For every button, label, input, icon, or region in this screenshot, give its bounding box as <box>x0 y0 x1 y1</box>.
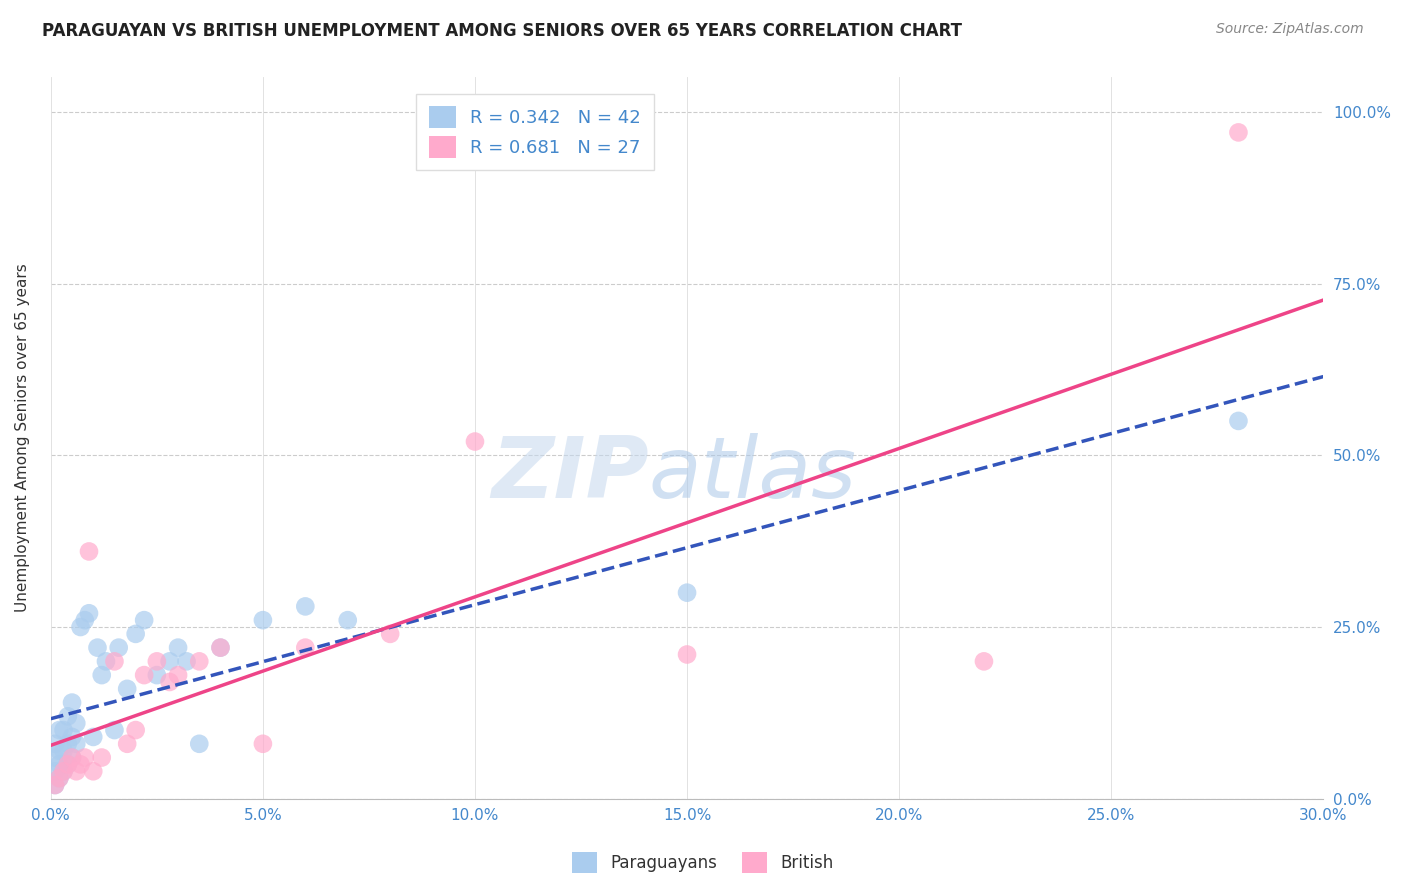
Point <box>69 757 91 772</box>
Y-axis label: Unemployment Among Seniors over 65 years: Unemployment Among Seniors over 65 years <box>15 264 30 613</box>
Text: PARAGUAYAN VS BRITISH UNEMPLOYMENT AMONG SENIORS OVER 65 YEARS CORRELATION CHART: PARAGUAYAN VS BRITISH UNEMPLOYMENT AMONG… <box>42 22 962 40</box>
Point <box>209 640 232 655</box>
Point <box>159 675 181 690</box>
Point <box>65 764 87 779</box>
Point <box>103 654 125 668</box>
Point <box>52 764 75 779</box>
Point <box>1227 125 1250 139</box>
Point <box>69 620 91 634</box>
Legend: Paraguayans, British: Paraguayans, British <box>565 846 841 880</box>
Point <box>56 757 79 772</box>
Point <box>464 434 486 449</box>
Point <box>52 764 75 779</box>
Point <box>676 585 699 599</box>
Point <box>56 709 79 723</box>
Point <box>115 681 138 696</box>
Point <box>134 668 156 682</box>
Point <box>103 723 125 737</box>
Point <box>294 599 316 614</box>
Point <box>77 607 100 621</box>
Point <box>60 750 83 764</box>
Point <box>188 737 211 751</box>
Point <box>48 771 70 785</box>
Point <box>44 737 66 751</box>
Point <box>60 696 83 710</box>
Point <box>167 640 190 655</box>
Point <box>676 648 699 662</box>
Point <box>209 640 232 655</box>
Point <box>1227 414 1250 428</box>
Point <box>82 730 104 744</box>
Point <box>252 737 274 751</box>
Point <box>124 723 146 737</box>
Point <box>188 654 211 668</box>
Point <box>44 764 66 779</box>
Point <box>86 640 108 655</box>
Point <box>336 613 359 627</box>
Point <box>973 654 995 668</box>
Point <box>124 627 146 641</box>
Text: Source: ZipAtlas.com: Source: ZipAtlas.com <box>1216 22 1364 37</box>
Point <box>176 654 198 668</box>
Point <box>294 640 316 655</box>
Point <box>82 764 104 779</box>
Point <box>378 627 401 641</box>
Point <box>48 744 70 758</box>
Point <box>252 613 274 627</box>
Point <box>146 654 169 668</box>
Point <box>44 778 66 792</box>
Point <box>48 757 70 772</box>
Point <box>60 750 83 764</box>
Point <box>56 737 79 751</box>
Point <box>52 723 75 737</box>
Point <box>73 750 96 764</box>
Point <box>115 737 138 751</box>
Point <box>44 750 66 764</box>
Text: ZIP: ZIP <box>491 433 650 516</box>
Point <box>90 668 112 682</box>
Point <box>159 654 181 668</box>
Point <box>94 654 117 668</box>
Point <box>73 613 96 627</box>
Point <box>44 778 66 792</box>
Point <box>77 544 100 558</box>
Point <box>65 716 87 731</box>
Point <box>56 757 79 772</box>
Point <box>65 737 87 751</box>
Point <box>134 613 156 627</box>
Point <box>167 668 190 682</box>
Point <box>146 668 169 682</box>
Point <box>52 744 75 758</box>
Point <box>48 771 70 785</box>
Text: atlas: atlas <box>650 433 856 516</box>
Legend: R = 0.342   N = 42, R = 0.681   N = 27: R = 0.342 N = 42, R = 0.681 N = 27 <box>416 94 654 170</box>
Point <box>48 723 70 737</box>
Point <box>107 640 129 655</box>
Point <box>60 730 83 744</box>
Point <box>90 750 112 764</box>
